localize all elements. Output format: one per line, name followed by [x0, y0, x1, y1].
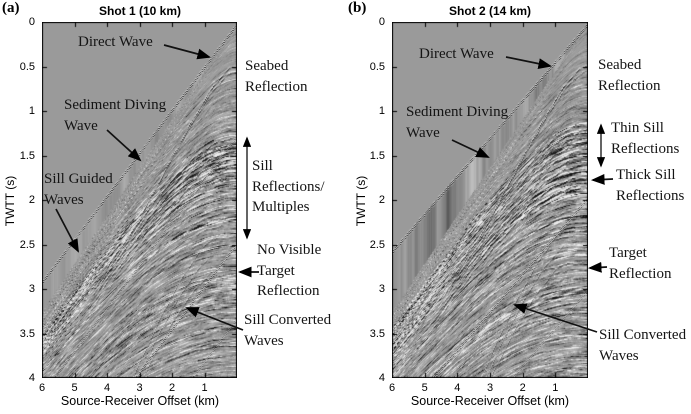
annotation-seabed-reflection-a: Seabed Reflection	[245, 58, 308, 95]
x-tick-label: 3	[486, 382, 494, 394]
annotation-sediment-diving-b: Sediment Diving Wave	[406, 104, 509, 141]
y-tick-label: 3	[28, 283, 35, 295]
x-tick-label: 1	[552, 382, 559, 394]
panel-a-title: Shot 1 (10 km)	[98, 4, 182, 18]
target-reflection-arrow-b	[587, 261, 608, 273]
x-tick-label: 3	[136, 382, 143, 394]
annotation-no-visible-target-a: No Visible Target Reflection	[257, 242, 322, 299]
y-tick-label: 2.5	[19, 238, 35, 251]
y-tick-label: 3.5	[19, 327, 35, 340]
y-tick-label: 1	[378, 105, 385, 117]
y-tick-label: 0	[28, 16, 35, 28]
x-tick-label: 4	[103, 382, 111, 394]
x-tick-label: 6	[38, 382, 46, 394]
y-tick-label: 0.5	[19, 60, 35, 73]
annotation-sill-guided-a: Sill Guided Waves	[44, 171, 113, 208]
y-tick-label: 4	[28, 372, 35, 384]
annotation-seabed-reflection-b: Seabed Reflection	[598, 57, 661, 94]
thick-sill-arrow-b	[590, 173, 614, 185]
panel-a-ylabel: TWTT (s)	[3, 175, 17, 227]
x-tick-label: 2	[168, 382, 176, 394]
y-tick-label: 1	[28, 105, 35, 117]
y-tick-label: 1.5	[369, 149, 385, 162]
annotation-thick-sill-b: Thick Sill Reflections	[616, 167, 685, 204]
y-tick-label: 2	[28, 194, 35, 206]
y-tick-label: 2	[378, 194, 385, 206]
annotation-sediment-diving-a: Sediment Diving Wave	[64, 97, 167, 134]
panel-a-label: (a)	[2, 0, 20, 16]
panel-a-xlabel: Source-Receiver Offset (km)	[60, 394, 220, 408]
annotation-direct-wave-b: Direct Wave	[419, 46, 494, 62]
annotation-thin-sill-b: Thin Sill Reflections	[611, 120, 680, 157]
annotation-direct-wave-a: Direct Wave	[78, 34, 153, 50]
x-tick-label: 5	[421, 382, 428, 394]
y-tick-label: 2.5	[369, 238, 385, 251]
y-tick-label: 0.5	[369, 60, 385, 73]
y-tick-label: 3	[378, 283, 385, 295]
annotation-sill-converted-b: Sill Converted Waves	[599, 327, 687, 364]
annotation-sill-reflections-a: Sill Reflections/ Multiples	[252, 158, 325, 215]
y-tick-label: 0	[378, 16, 385, 28]
x-tick-label: 5	[71, 382, 78, 394]
shot-gather-b-image	[392, 22, 588, 378]
y-tick-label: 3.5	[369, 327, 385, 340]
y-tick-label: 4	[378, 372, 385, 384]
x-tick-label: 1	[201, 382, 208, 394]
x-tick-label: 4	[454, 382, 461, 394]
y-tick-label: 1.5	[19, 149, 35, 162]
panel-b-label: (b)	[348, 0, 367, 16]
annotation-target-reflection-b: Target Reflection	[609, 245, 672, 282]
annotation-sill-converted-a: Sill Converted Waves	[244, 312, 332, 349]
x-tick-label: 6	[388, 382, 396, 394]
panel-b-title: Shot 2 (14 km)	[448, 4, 532, 18]
x-tick-label: 2	[519, 382, 526, 394]
panel-b-ylabel: TWTT (s)	[354, 175, 368, 227]
panel-b-xlabel: Source-Receiver Offset (km)	[410, 394, 570, 408]
